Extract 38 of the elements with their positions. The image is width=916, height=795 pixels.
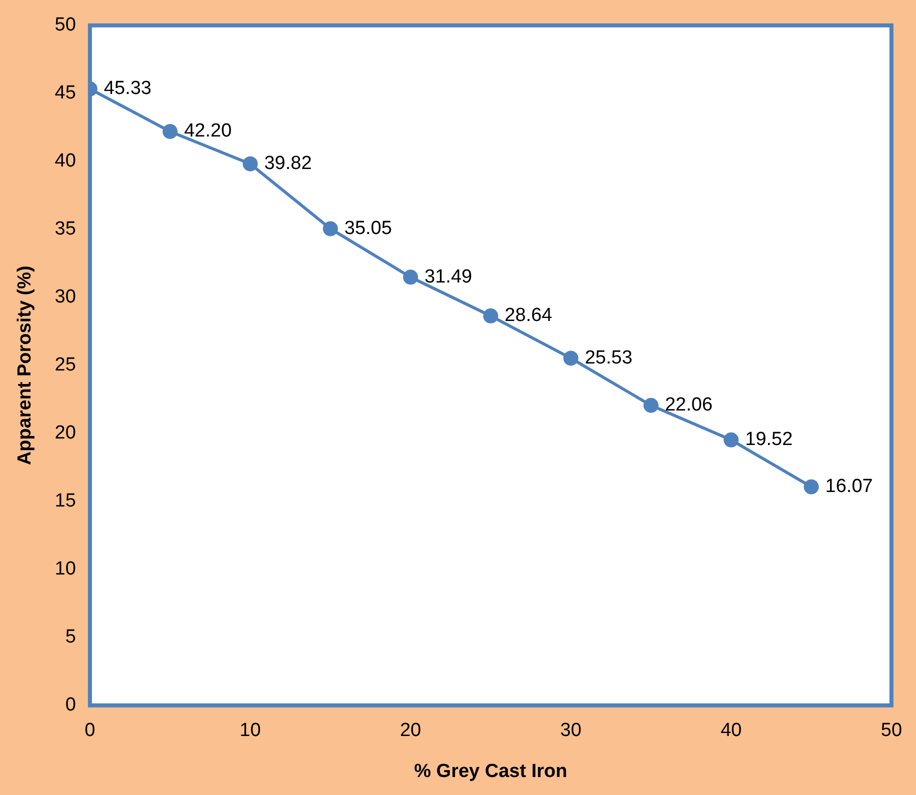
point bbox=[724, 432, 739, 448]
point bbox=[643, 398, 658, 413]
point bbox=[162, 124, 178, 139]
x-tick-label: 40 bbox=[720, 720, 742, 742]
y-tick-label: 45 bbox=[54, 82, 76, 104]
data-label: 39.82 bbox=[264, 153, 312, 174]
point bbox=[242, 156, 258, 172]
data-label: 25.53 bbox=[584, 347, 632, 368]
y-tick-label: 40 bbox=[54, 150, 76, 172]
y-tick-label: 0 bbox=[65, 694, 76, 716]
point bbox=[804, 479, 819, 494]
point bbox=[403, 270, 418, 285]
x-tick-label: 50 bbox=[880, 720, 902, 742]
x-tick-label: 30 bbox=[560, 720, 582, 742]
point bbox=[322, 221, 338, 236]
y-tick-label: 5 bbox=[65, 626, 76, 648]
data-label: 19.52 bbox=[745, 429, 793, 450]
y-tick-label: 20 bbox=[54, 422, 76, 444]
y-tick-label: 25 bbox=[54, 354, 76, 376]
x-tick-label: 0 bbox=[84, 720, 96, 742]
data-label: 16.07 bbox=[825, 476, 873, 498]
y-tick-label: 30 bbox=[54, 286, 76, 308]
y-tick-label: 15 bbox=[54, 490, 76, 512]
y-tick-label: 35 bbox=[54, 218, 76, 240]
x-tick-label: 20 bbox=[400, 720, 422, 742]
x-axis-title: % Grey Cast Iron bbox=[414, 760, 568, 782]
data-label: 22.06 bbox=[664, 394, 713, 416]
data-label: 42.20 bbox=[184, 120, 232, 142]
y-tick-label: 10 bbox=[54, 558, 76, 580]
data-label: 28.64 bbox=[504, 305, 553, 326]
point bbox=[563, 350, 578, 366]
data-label: 35.05 bbox=[344, 218, 392, 239]
point bbox=[483, 308, 498, 324]
y-tick-label: 50 bbox=[54, 14, 76, 36]
x-tick-label: 10 bbox=[240, 720, 261, 742]
data-label: 31.49 bbox=[424, 266, 472, 288]
y-axis-title: Apparent Porosity (%) bbox=[14, 266, 36, 466]
data-label: 45.33 bbox=[104, 78, 152, 100]
